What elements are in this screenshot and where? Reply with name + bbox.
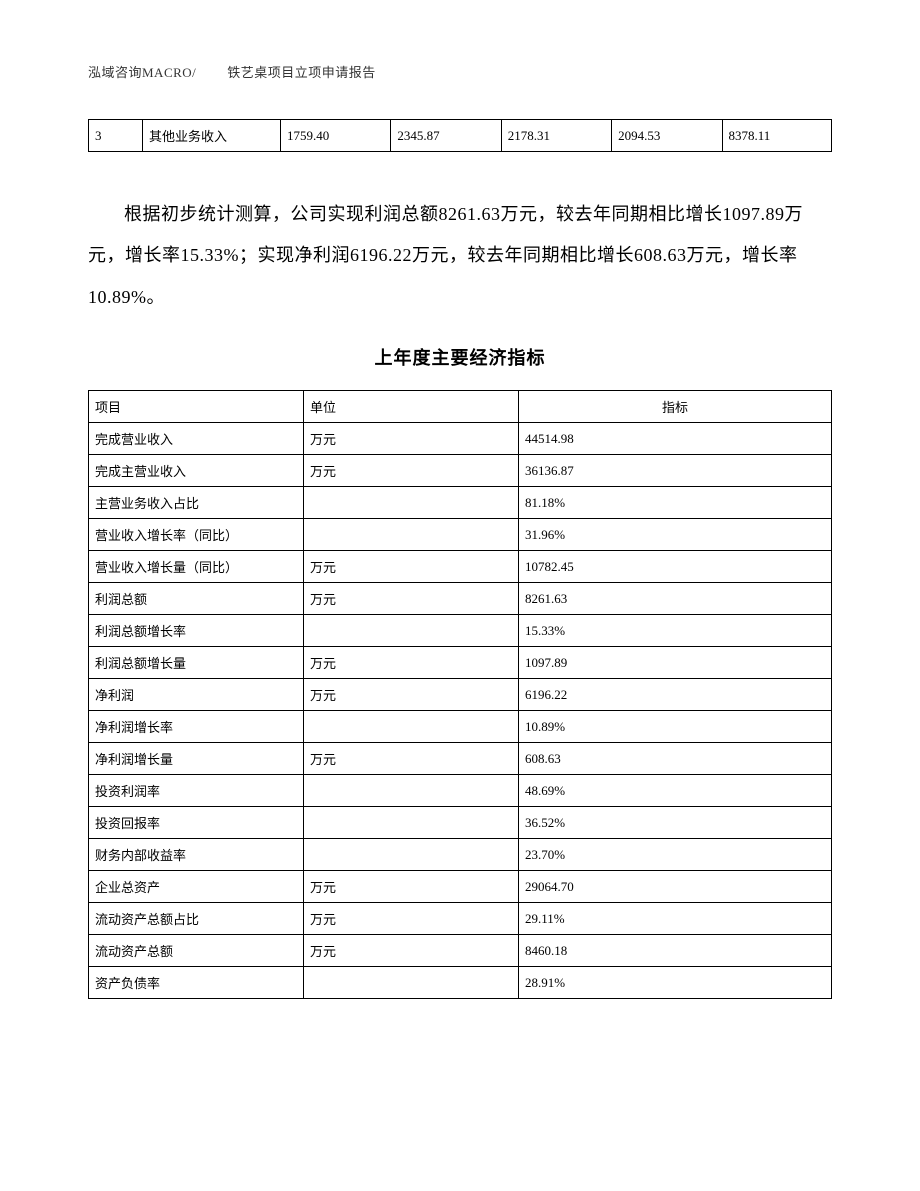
table-header-row: 项目 单位 指标 [89, 391, 832, 423]
table-row: 主营业务收入占比 81.18% [89, 487, 832, 519]
cell-unit: 万元 [304, 935, 519, 967]
cell-item: 流动资产总额 [89, 935, 304, 967]
cell-name: 其他业务收入 [143, 120, 281, 152]
cell-v1: 1759.40 [281, 120, 391, 152]
table-row: 流动资产总额万元8460.18 [89, 935, 832, 967]
cell-unit [304, 775, 519, 807]
cell-unit: 万元 [304, 743, 519, 775]
cell-v5: 8378.11 [722, 120, 832, 152]
table-row: 净利润增长率 10.89% [89, 711, 832, 743]
cell-item: 利润总额增长量 [89, 647, 304, 679]
cell-item: 营业收入增长量（同比） [89, 551, 304, 583]
cell-unit: 万元 [304, 647, 519, 679]
table-row: 净利润增长量万元608.63 [89, 743, 832, 775]
cell-unit [304, 967, 519, 999]
cell-value: 29064.70 [519, 871, 832, 903]
cell-value: 10782.45 [519, 551, 832, 583]
table-row: 投资利润率 48.69% [89, 775, 832, 807]
cell-v2: 2345.87 [391, 120, 501, 152]
table-row: 企业总资产万元29064.70 [89, 871, 832, 903]
col-value: 指标 [519, 391, 832, 423]
table-row: 财务内部收益率 23.70% [89, 839, 832, 871]
cell-item: 投资回报率 [89, 807, 304, 839]
cell-item: 财务内部收益率 [89, 839, 304, 871]
header-right: 铁艺桌项目立项申请报告 [227, 65, 376, 80]
cell-unit: 万元 [304, 551, 519, 583]
table-row: 营业收入增长率（同比） 31.96% [89, 519, 832, 551]
cell-unit: 万元 [304, 871, 519, 903]
cell-value: 28.91% [519, 967, 832, 999]
cell-value: 23.70% [519, 839, 832, 871]
col-unit: 单位 [304, 391, 519, 423]
cell-item: 流动资产总额占比 [89, 903, 304, 935]
economic-indicators-body: 完成营业收入万元44514.98完成主营业收入万元36136.87主营业务收入占… [89, 423, 832, 999]
cell-value: 15.33% [519, 615, 832, 647]
cell-unit: 万元 [304, 455, 519, 487]
cell-value: 10.89% [519, 711, 832, 743]
cell-item: 利润总额 [89, 583, 304, 615]
cell-value: 1097.89 [519, 647, 832, 679]
cell-unit [304, 615, 519, 647]
cell-item: 完成主营业收入 [89, 455, 304, 487]
cell-item: 营业收入增长率（同比） [89, 519, 304, 551]
header-left: 泓域咨询MACRO/ [88, 65, 196, 80]
cell-item: 完成营业收入 [89, 423, 304, 455]
table-row: 完成营业收入万元44514.98 [89, 423, 832, 455]
table-row: 投资回报率 36.52% [89, 807, 832, 839]
cell-item: 投资利润率 [89, 775, 304, 807]
col-item: 项目 [89, 391, 304, 423]
table-row: 完成主营业收入万元36136.87 [89, 455, 832, 487]
table-row: 利润总额万元8261.63 [89, 583, 832, 615]
cell-v4: 2094.53 [612, 120, 722, 152]
table-row: 资产负债率 28.91% [89, 967, 832, 999]
cell-unit [304, 519, 519, 551]
cell-unit: 万元 [304, 423, 519, 455]
header-separator [208, 65, 216, 80]
page-header: 泓域咨询MACRO/ 铁艺桌项目立项申请报告 [88, 62, 832, 81]
cell-value: 31.96% [519, 519, 832, 551]
cell-item: 净利润增长量 [89, 743, 304, 775]
section-title: 上年度主要经济指标 [88, 344, 832, 370]
table-row: 3 其他业务收入 1759.40 2345.87 2178.31 2094.53… [89, 120, 832, 152]
cell-value: 48.69% [519, 775, 832, 807]
cell-unit [304, 487, 519, 519]
cell-item: 利润总额增长率 [89, 615, 304, 647]
cell-value: 6196.22 [519, 679, 832, 711]
cell-unit [304, 839, 519, 871]
table-row: 营业收入增长量（同比）万元10782.45 [89, 551, 832, 583]
cell-value: 8460.18 [519, 935, 832, 967]
cell-value: 608.63 [519, 743, 832, 775]
cell-value: 81.18% [519, 487, 832, 519]
cell-value: 36136.87 [519, 455, 832, 487]
other-revenue-table: 3 其他业务收入 1759.40 2345.87 2178.31 2094.53… [88, 119, 832, 152]
cell-value: 8261.63 [519, 583, 832, 615]
economic-indicators-table: 项目 单位 指标 完成营业收入万元44514.98完成主营业收入万元36136.… [88, 390, 832, 999]
cell-unit: 万元 [304, 679, 519, 711]
cell-item: 主营业务收入占比 [89, 487, 304, 519]
table-row: 利润总额增长量万元1097.89 [89, 647, 832, 679]
cell-item: 资产负债率 [89, 967, 304, 999]
cell-item: 净利润增长率 [89, 711, 304, 743]
cell-value: 36.52% [519, 807, 832, 839]
cell-value: 29.11% [519, 903, 832, 935]
cell-v3: 2178.31 [501, 120, 611, 152]
cell-unit [304, 807, 519, 839]
cell-unit [304, 711, 519, 743]
cell-item: 企业总资产 [89, 871, 304, 903]
table-row: 净利润万元6196.22 [89, 679, 832, 711]
cell-index: 3 [89, 120, 143, 152]
table-row: 流动资产总额占比万元29.11% [89, 903, 832, 935]
cell-item: 净利润 [89, 679, 304, 711]
table-row: 利润总额增长率 15.33% [89, 615, 832, 647]
summary-paragraph: 根据初步统计测算，公司实现利润总额8261.63万元，较去年同期相比增长1097… [88, 194, 832, 318]
cell-value: 44514.98 [519, 423, 832, 455]
cell-unit: 万元 [304, 583, 519, 615]
cell-unit: 万元 [304, 903, 519, 935]
